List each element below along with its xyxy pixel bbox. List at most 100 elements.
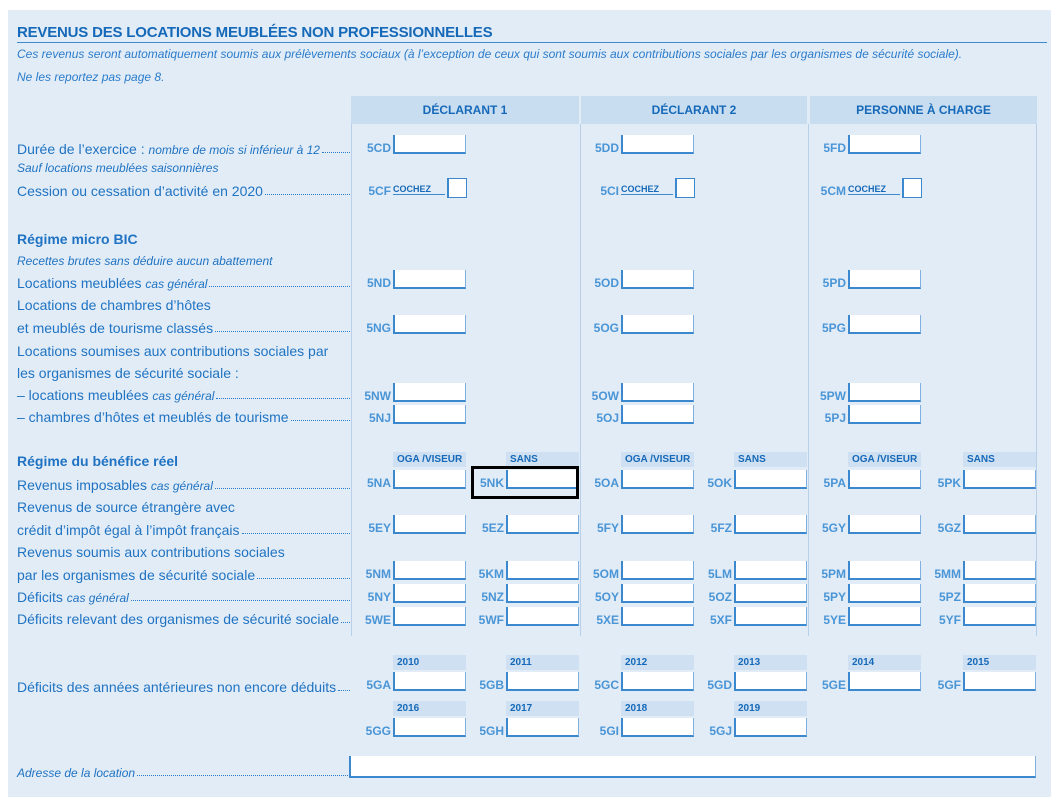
input-5fz[interactable]	[734, 515, 807, 534]
input-5ye[interactable]	[848, 607, 921, 626]
input-5pw[interactable]	[848, 383, 921, 402]
dot-leader	[341, 622, 350, 623]
input-5na[interactable]	[393, 470, 466, 489]
input-5gj[interactable]	[734, 718, 807, 737]
input-5pk[interactable]	[963, 470, 1036, 489]
label-text: Déficits des années antérieures non enco…	[17, 679, 337, 695]
dot-leader	[290, 420, 350, 421]
input-5dd[interactable]	[621, 135, 694, 154]
input-5lm[interactable]	[734, 561, 807, 580]
field-code: 5GC	[594, 678, 619, 692]
line-label: Durée de l’exercice : nombre de mois si …	[17, 141, 350, 157]
label-text: Locations meublées	[17, 275, 142, 291]
input-5xf[interactable]	[734, 607, 807, 626]
input-5ez[interactable]	[506, 515, 579, 534]
input-5gi[interactable]	[621, 718, 694, 737]
input-5mm[interactable]	[963, 561, 1036, 580]
field-code: 5GH	[479, 724, 504, 738]
input-5xe[interactable]	[621, 607, 694, 626]
line-label: Sauf locations meublées saisonnières	[17, 161, 350, 175]
input-5km[interactable]	[506, 561, 579, 580]
input-5pz[interactable]	[963, 584, 1036, 603]
input-5py[interactable]	[848, 584, 921, 603]
input-5gf[interactable]	[963, 672, 1036, 691]
input-5gh[interactable]	[506, 718, 579, 737]
input-5gz[interactable]	[963, 515, 1036, 534]
line-label: Revenus imposables cas général	[17, 477, 350, 493]
input-5wf[interactable]	[506, 607, 579, 626]
line-label: Recettes brutes sans déduire aucun abatt…	[17, 254, 350, 268]
input-5ok[interactable]	[734, 470, 807, 489]
field-code: 5GE	[821, 678, 846, 692]
input-5gb[interactable]	[506, 672, 579, 691]
field-code: 5GG	[365, 724, 391, 738]
label-note: nombre de mois si inférieur à 12	[148, 143, 320, 157]
intro-note: Ne les reportez pas page 8.	[17, 70, 165, 84]
year-header: 2017	[506, 701, 579, 716]
input-5og[interactable]	[621, 315, 694, 334]
cochez-label: COCHEZ	[621, 184, 673, 195]
adresse-location-input[interactable]	[349, 756, 1036, 778]
input-5ge[interactable]	[848, 672, 921, 691]
field-code: 5XE	[596, 613, 619, 627]
input-5oz[interactable]	[734, 584, 807, 603]
input-5gg[interactable]	[393, 718, 466, 737]
input-5nw[interactable]	[393, 383, 466, 402]
field-code: 5EY	[368, 521, 391, 535]
input-5oy[interactable]	[621, 584, 694, 603]
checkbox-5cf[interactable]	[447, 178, 467, 198]
checkbox-5cm[interactable]	[902, 178, 922, 198]
input-5gd[interactable]	[734, 672, 807, 691]
year-header: 2010	[393, 655, 466, 670]
field-code: 5KM	[478, 567, 504, 581]
label-note: cas général	[152, 389, 215, 403]
input-5nd[interactable]	[393, 270, 466, 289]
input-5oa[interactable]	[621, 470, 694, 489]
input-5nj[interactable]	[393, 405, 466, 424]
input-5gc[interactable]	[621, 672, 694, 691]
input-5pa[interactable]	[848, 470, 921, 489]
input-5ny[interactable]	[393, 584, 466, 603]
input-5ow[interactable]	[621, 383, 694, 402]
line-label: Locations meublées cas général	[17, 275, 350, 291]
year-header: 2013	[734, 655, 807, 670]
cochez-label: COCHEZ	[393, 184, 445, 195]
field-code: 5XF	[709, 613, 732, 627]
column-header-declarant-1: DÉCLARANT 1	[351, 96, 579, 124]
input-5nz[interactable]	[506, 584, 579, 603]
input-5pj[interactable]	[848, 405, 921, 424]
input-5pd[interactable]	[848, 270, 921, 289]
input-5we[interactable]	[393, 607, 466, 626]
year-header: 2016	[393, 701, 466, 716]
field-code: 5WE	[364, 613, 391, 627]
field-code: 5FD	[823, 141, 846, 155]
input-5gy[interactable]	[848, 515, 921, 534]
input-5ng[interactable]	[393, 315, 466, 334]
checkbox-5ci[interactable]	[675, 178, 695, 198]
label-text: et meublés de tourisme classés	[17, 320, 214, 336]
input-5fd[interactable]	[848, 135, 921, 154]
field-code: 5NW	[364, 389, 391, 403]
input-5nm[interactable]	[393, 561, 466, 580]
input-5cd[interactable]	[393, 135, 466, 154]
line-label: – chambres d’hôtes et meublés de tourism…	[17, 409, 350, 425]
label-text: – locations meublées	[17, 387, 149, 403]
input-5ga[interactable]	[393, 672, 466, 691]
label-note: cas général	[66, 591, 129, 605]
input-5om[interactable]	[621, 561, 694, 580]
input-5od[interactable]	[621, 270, 694, 289]
label-text: les organismes de sécurité sociale :	[17, 365, 239, 381]
dot-leader	[215, 331, 350, 332]
input-5pm[interactable]	[848, 561, 921, 580]
input-5yf[interactable]	[963, 607, 1036, 626]
input-5oj[interactable]	[621, 405, 694, 424]
field-code: 5WF	[478, 613, 504, 627]
input-5fy[interactable]	[621, 515, 694, 534]
year-header: 2018	[621, 701, 694, 716]
column-divider	[808, 124, 809, 636]
field-code: 5OK	[707, 476, 732, 490]
input-5pg[interactable]	[848, 315, 921, 334]
field-code: 5GA	[366, 678, 391, 692]
field-code: 5GI	[599, 724, 619, 738]
input-5ey[interactable]	[393, 515, 466, 534]
